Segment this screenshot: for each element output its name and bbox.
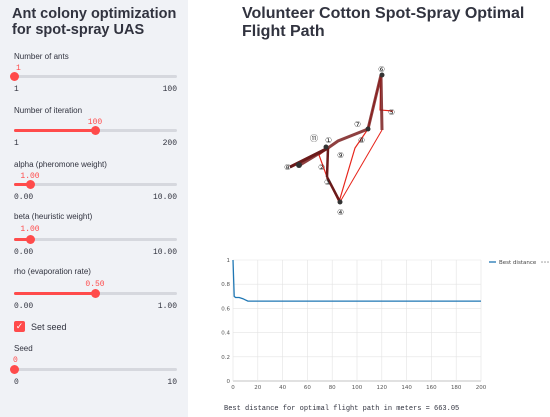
waypoint-node: [323, 144, 329, 150]
y-tick-label: 0.2: [221, 355, 230, 361]
chart-legend: Best distance: [489, 260, 537, 266]
alpha-slider-label: alpha (pheromone weight): [14, 160, 107, 169]
best-route: [289, 74, 394, 204]
y-axis-ticks: 0 0.2 0.4 0.6 0.8 1: [221, 258, 230, 385]
best-distance-caption: Best distance for optimal flight path in…: [224, 405, 460, 413]
node-label-7: ⑦: [354, 120, 361, 129]
waypoint-node: [379, 72, 385, 78]
node-label-4: ④: [337, 208, 344, 217]
rho-slider-value: 0.50: [85, 280, 105, 289]
rho-slider[interactable]: [14, 289, 177, 298]
seed-slider-min: 0: [14, 378, 19, 387]
ants-slider-value: 1: [16, 64, 21, 73]
convergence-chart: 0 0.2 0.4 0.6 0.8 1 0 20 40 60 80 100 120 140 160 180 2…: [221, 258, 549, 391]
alpha-slider-min: 0.00: [14, 193, 34, 202]
y-tick-label: 0.6: [221, 306, 230, 312]
x-tick-label: 100: [352, 385, 363, 391]
ants-slider-label: Number of ants: [14, 52, 69, 61]
x-tick-label: 20: [254, 385, 261, 391]
rho-slider-label: rho (evaporation rate): [14, 267, 91, 276]
ants-slider[interactable]: [10, 72, 177, 81]
seed-slider-label: Seed: [14, 344, 33, 353]
ants-slider-max: 100: [162, 85, 177, 94]
node-label-2: ②: [318, 163, 325, 172]
x-tick-label: 200: [476, 385, 487, 391]
iteration-slider-min: 1: [14, 139, 19, 148]
flight-path-diagram: ① ② ③ ④ ⑤ ⑥ ⑦ ⑧ ⑨ ⑪ ⑧: [284, 65, 395, 217]
x-tick-label: 120: [377, 385, 388, 391]
x-axis-ticks: 0 20 40 60 80 100 120 140 160 180 200: [231, 385, 486, 391]
rho-slider-max: 1.00: [157, 302, 177, 311]
alpha-slider[interactable]: [14, 180, 177, 189]
y-tick-label: 0.4: [221, 331, 230, 337]
node-label-6: ⑥: [378, 65, 385, 74]
route-trail-segment: [325, 176, 342, 203]
node-label-1: ①: [325, 136, 332, 145]
rho-slider-thumb[interactable]: [91, 289, 100, 298]
alpha-slider-value: 1.00: [20, 172, 40, 181]
beta-slider-label: beta (heuristic weight): [14, 212, 93, 221]
waypoint-node: [365, 126, 371, 132]
alpha-slider-max: 10.00: [152, 193, 177, 202]
x-tick-label: 160: [426, 385, 437, 391]
x-tick-label: 180: [451, 385, 462, 391]
chart-grid: [232, 259, 482, 382]
waypoint-node: [296, 162, 302, 168]
seed-slider-thumb[interactable]: [10, 365, 19, 374]
node-label-9: ⑨: [337, 151, 344, 160]
ants-slider-min: 1: [14, 85, 19, 94]
ants-slider-thumb[interactable]: [10, 72, 19, 81]
seed-slider-value: 0: [13, 356, 18, 365]
sidebar-title: Ant colony optimization for spot-spray U…: [12, 6, 177, 38]
node-label-11: ⑪: [310, 134, 318, 143]
beta-slider-min: 0.00: [14, 248, 34, 257]
sidebar: Ant colony optimization for spot-spray U…: [0, 0, 188, 417]
node-label-5: ⑤: [388, 108, 395, 117]
beta-slider-max: 10.00: [152, 248, 177, 257]
y-tick-label: 0: [227, 379, 231, 385]
waypoint-node: [337, 199, 343, 205]
x-tick-label: 80: [329, 385, 336, 391]
more-icon[interactable]: [541, 261, 549, 263]
page-title: Volunteer Cotton Spot-Spray Optimal Flig…: [242, 5, 525, 40]
iteration-slider-max: 200: [162, 139, 177, 148]
beta-slider-thumb[interactable]: [26, 235, 35, 244]
y-tick-label: 0.8: [221, 282, 230, 288]
legend-label: Best distance: [499, 260, 537, 266]
x-tick-label: 0: [231, 385, 235, 391]
seed-slider-max: 10: [167, 378, 177, 387]
seed-slider[interactable]: [10, 365, 177, 374]
route-trail-segment: [325, 147, 330, 178]
set-seed-label: Set seed: [31, 322, 67, 332]
node-label-start: ⑧: [284, 163, 291, 172]
beta-slider-value: 1.00: [20, 225, 40, 234]
best-distance-line: [232, 259, 481, 302]
node-label-3: ③: [324, 178, 331, 187]
node-label-8: ⑧: [358, 136, 365, 145]
route-return-segment: [339, 129, 383, 203]
iteration-slider-label: Number of iteration: [14, 106, 83, 115]
alpha-slider-thumb[interactable]: [26, 180, 35, 189]
waypoint-nodes: [296, 72, 385, 205]
rho-slider-min: 0.00: [14, 302, 34, 311]
iteration-slider-thumb[interactable]: [91, 126, 100, 135]
x-tick-label: 140: [401, 385, 412, 391]
iteration-slider-value: 100: [87, 118, 103, 127]
y-tick-label: 1: [227, 258, 231, 264]
iteration-slider[interactable]: [14, 126, 177, 135]
x-tick-label: 40: [279, 385, 286, 391]
beta-slider[interactable]: [14, 235, 177, 244]
set-seed-checkbox[interactable]: ✓: [14, 321, 25, 332]
x-tick-label: 60: [304, 385, 311, 391]
